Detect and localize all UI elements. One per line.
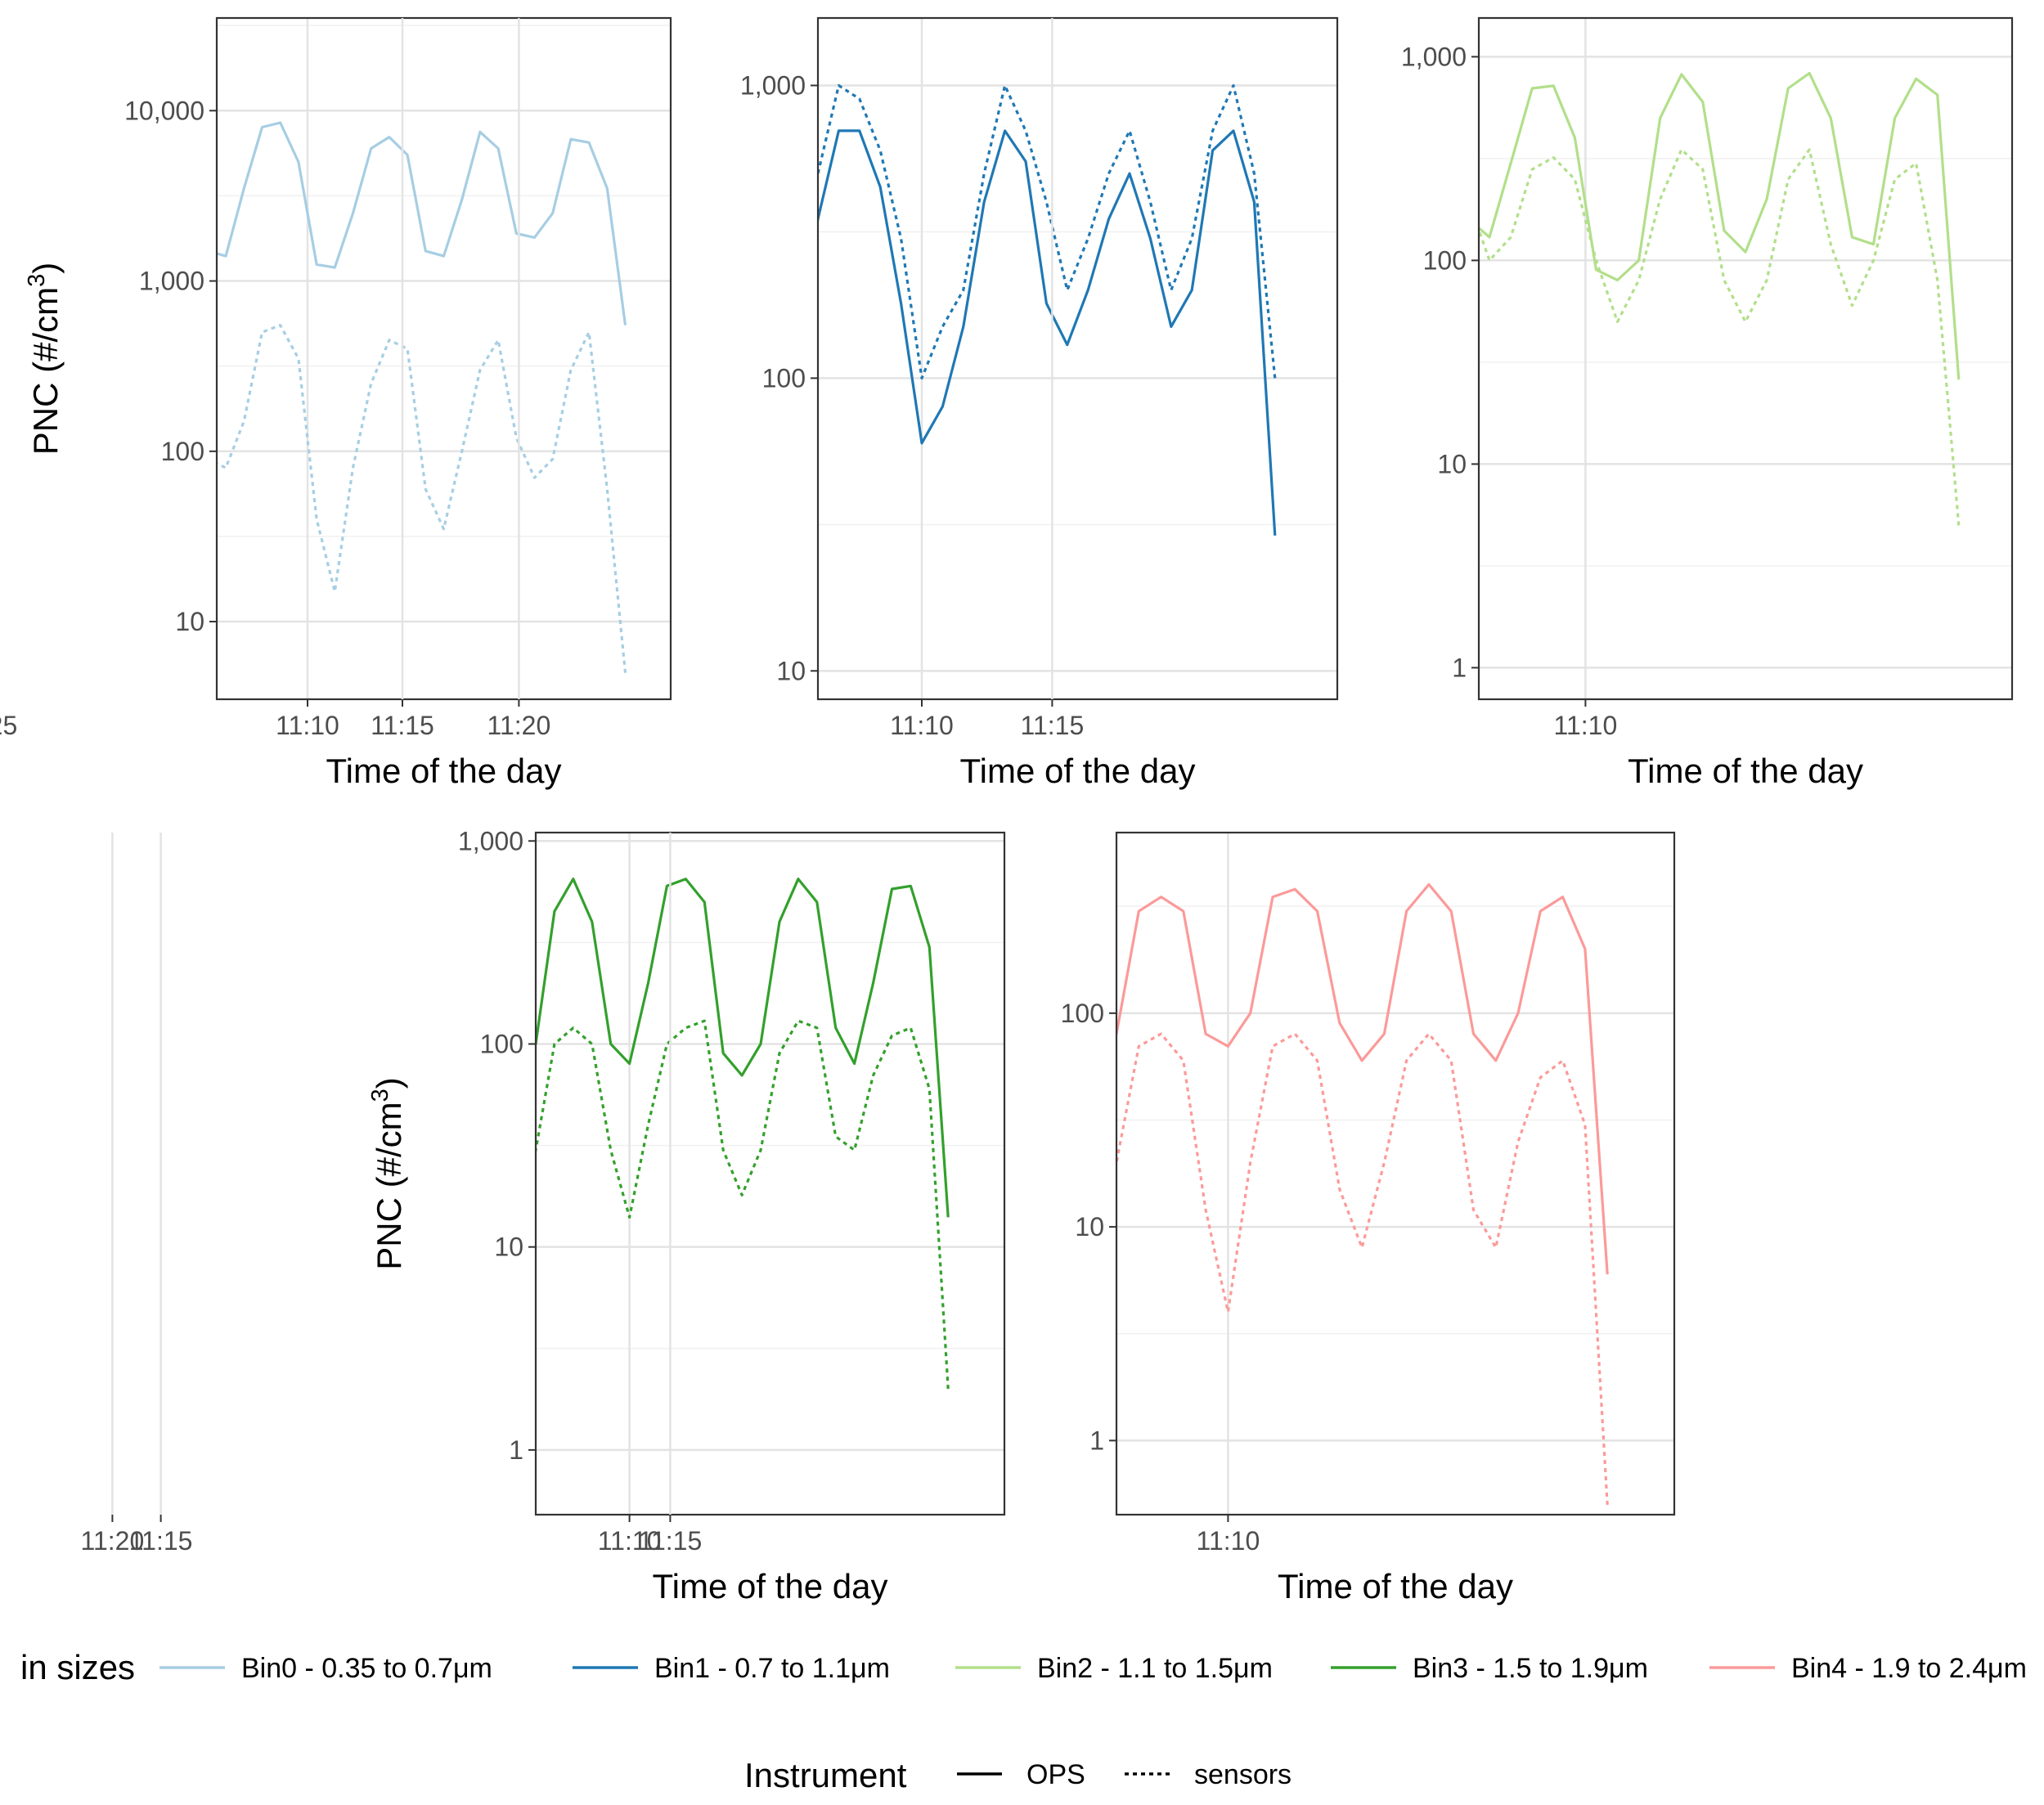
panel-2: 11:1011:1511:2011:2511:30101001,000Time … (371, 16, 1339, 790)
y-tick-label: 10 (494, 1233, 523, 1262)
x-tick-label: 11:15 (639, 1526, 703, 1556)
series-line-sensors (217, 324, 627, 673)
y-tick-label: 10 (1075, 1212, 1104, 1241)
y-tick-label: 1,000 (1401, 42, 1467, 71)
x-axis-title: Time of the day (960, 752, 1196, 790)
y-tick-label: 1 (1089, 1426, 1104, 1455)
panel-border (816, 16, 1339, 701)
series-line-ops (1116, 882, 1609, 1275)
x-axis-title: Time of the day (1278, 1567, 1513, 1605)
series-line-ops (217, 121, 627, 326)
panel-1: 11:1011:1511:2011:2511:30101001,00010,00… (24, 16, 672, 790)
panel-border (1115, 831, 1676, 1516)
panel-4: 11:1011:1511:2011:2511:301101001,000Time… (129, 826, 1006, 1605)
legend-label-ops: OPS (1026, 1759, 1085, 1790)
series-line-ops (536, 878, 950, 1218)
series-line-ops (1479, 71, 1961, 380)
y-tick-label: 10 (776, 656, 806, 685)
x-tick-label: 11:15 (129, 1526, 193, 1556)
x-tick-label: 11:20 (81, 1526, 145, 1556)
plot-background (536, 833, 1004, 1515)
plot-background (217, 18, 671, 699)
legend-label-bin0: Bin0 - 0.35 to 0.7μm (241, 1653, 492, 1684)
panel-border (534, 831, 1006, 1516)
x-tick-label: 11:20 (487, 711, 551, 740)
x-tick-label: 11:25 (0, 711, 17, 740)
plot-background (1479, 18, 2012, 699)
y-tick-label: 10 (1437, 449, 1467, 478)
y-axis-title: PNC (#/cm3) (367, 1077, 408, 1270)
y-tick-label: 1,000 (458, 826, 523, 855)
x-tick-label: 11:10 (1197, 1526, 1260, 1556)
y-tick-label: 100 (1423, 245, 1467, 275)
series-line-ops (818, 129, 1277, 536)
y-tick-label: 100 (1061, 999, 1104, 1028)
panel-border (1477, 16, 2014, 701)
series-line-sensors (1479, 148, 1961, 526)
y-tick-label: 1,000 (139, 267, 204, 296)
plot-background (1116, 833, 1674, 1515)
y-tick-label: 1,000 (740, 70, 806, 100)
x-axis-title: Time of the day (653, 1567, 888, 1605)
panel-3: 11:1011:1511:2011:2511:301101001,000Time… (0, 16, 2014, 790)
legend-instrument: Instrument OPS sensors (744, 1756, 1292, 1794)
legend-label-bin2: Bin2 - 1.1 to 1.5μm (1037, 1653, 1273, 1684)
y-tick-label: 10 (175, 607, 204, 636)
y-tick-label: 100 (161, 437, 204, 466)
y-tick-label: 1 (509, 1435, 523, 1465)
plot-background (818, 18, 1337, 699)
legend-label-bin3: Bin3 - 1.5 to 1.9μm (1413, 1653, 1648, 1684)
panel-border (215, 16, 672, 701)
legend-label-bin1: Bin1 - 0.7 to 1.1μm (654, 1653, 890, 1684)
y-tick-label: 100 (480, 1029, 523, 1058)
x-tick-label: 11:10 (276, 711, 339, 740)
legend-label-bin4: Bin4 - 1.9 to 2.4μm (1791, 1653, 2027, 1684)
legend-sizes-title: in sizes (20, 1648, 135, 1686)
x-axis-title: Time of the day (1628, 752, 1863, 790)
y-tick-label: 10,000 (124, 96, 204, 125)
legend-sizes: in sizes Bin0 - 0.35 to 0.7μm Bin1 - 0.7 … (20, 1648, 2027, 1686)
x-axis-title: Time of the day (326, 752, 562, 790)
x-tick-label: 11:15 (1021, 711, 1085, 740)
y-axis-title: PNC (#/cm3) (24, 263, 65, 456)
legend-label-sensors: sensors (1194, 1759, 1292, 1790)
x-tick-label: 11:10 (890, 711, 954, 740)
y-tick-label: 1 (1452, 653, 1467, 682)
y-tick-label: 100 (762, 363, 806, 393)
x-tick-label: 11:10 (1554, 711, 1618, 740)
x-tick-label: 11:10 (598, 1526, 662, 1556)
x-tick-label: 11:15 (371, 711, 434, 740)
legend-instrument-title: Instrument (744, 1756, 907, 1794)
